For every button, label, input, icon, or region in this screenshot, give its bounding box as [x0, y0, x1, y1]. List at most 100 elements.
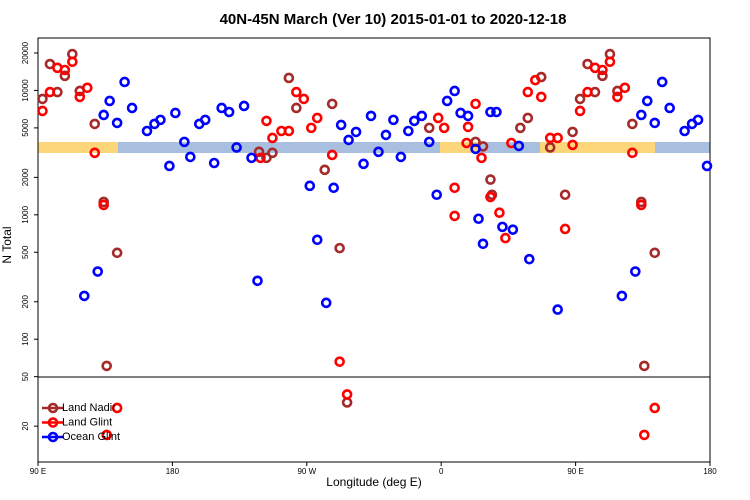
- point: [494, 207, 505, 219]
- point: [238, 100, 250, 112]
- point: [380, 129, 392, 141]
- point: [559, 189, 571, 201]
- point: [567, 126, 578, 138]
- point: [37, 105, 48, 117]
- point: [92, 266, 104, 277]
- y-tick-label: 10000: [21, 79, 30, 102]
- point: [636, 109, 647, 121]
- legend-marker: [47, 402, 59, 414]
- point: [305, 122, 317, 134]
- x-tick-label: 180: [703, 467, 717, 476]
- point: [656, 76, 668, 88]
- point: [78, 290, 90, 302]
- point: [491, 106, 502, 118]
- x-tick-label: 90 W: [297, 467, 316, 476]
- point: [283, 125, 295, 137]
- point: [119, 76, 130, 88]
- point: [574, 93, 586, 105]
- band-part: [540, 142, 655, 153]
- point: [449, 182, 460, 194]
- point: [416, 110, 428, 122]
- point: [298, 93, 310, 105]
- point: [267, 132, 278, 144]
- point: [59, 64, 71, 76]
- point: [423, 136, 435, 148]
- point: [664, 102, 675, 114]
- point: [44, 86, 56, 98]
- y-tick-label: 5000: [21, 118, 30, 136]
- y-tick-label: 2000: [21, 168, 30, 186]
- chart-title: 40N-45N March (Ver 10) 2015-01-01 to 202…: [220, 11, 567, 28]
- point: [343, 134, 354, 146]
- point: [334, 242, 345, 254]
- point: [170, 107, 181, 119]
- x-tick-label: 180: [166, 467, 180, 476]
- point: [326, 149, 338, 161]
- point: [155, 114, 166, 126]
- point: [81, 82, 93, 94]
- band-part: [38, 142, 118, 153]
- point: [627, 147, 638, 159]
- legend-marker: [47, 417, 59, 428]
- point: [438, 122, 450, 134]
- point: [261, 115, 272, 127]
- point: [365, 110, 377, 122]
- point: [246, 152, 257, 164]
- point: [409, 115, 420, 127]
- point: [522, 112, 534, 124]
- point: [649, 402, 661, 414]
- point: [223, 106, 235, 118]
- point: [485, 106, 496, 118]
- point: [461, 137, 472, 149]
- point: [208, 157, 220, 169]
- point: [616, 290, 628, 302]
- point: [638, 429, 650, 441]
- point: [470, 98, 481, 110]
- point: [98, 109, 110, 121]
- point: [111, 247, 123, 259]
- x-tick-label: 90 E: [567, 467, 583, 476]
- point: [529, 74, 541, 86]
- point: [304, 180, 316, 192]
- point: [431, 189, 443, 201]
- point: [441, 95, 453, 107]
- x-tick-label: 0: [439, 467, 444, 476]
- point: [462, 110, 474, 122]
- point: [252, 275, 263, 287]
- legend-label: Land Glint: [62, 416, 112, 428]
- point: [341, 389, 353, 400]
- point: [126, 102, 138, 114]
- x-axis-label: Longitude (deg E): [326, 475, 421, 489]
- y-tick-label: 500: [21, 245, 30, 259]
- point: [164, 160, 175, 172]
- point: [101, 429, 112, 441]
- point: [59, 70, 71, 82]
- point: [334, 356, 345, 367]
- point: [500, 232, 511, 244]
- point: [141, 125, 153, 137]
- point: [701, 160, 713, 172]
- point: [567, 139, 578, 151]
- band-part: [440, 142, 480, 153]
- point: [477, 238, 489, 250]
- point: [462, 121, 474, 133]
- point: [627, 118, 638, 130]
- point: [199, 114, 211, 126]
- point: [535, 91, 547, 103]
- point: [679, 125, 690, 137]
- point: [291, 86, 302, 98]
- point: [111, 402, 123, 414]
- point: [291, 102, 302, 114]
- point: [432, 112, 444, 124]
- point: [582, 86, 593, 98]
- point: [574, 105, 586, 117]
- legend-label: Land Nadir: [62, 402, 116, 414]
- point: [544, 142, 556, 153]
- legend-marker: [47, 431, 59, 443]
- point: [559, 223, 571, 235]
- point: [515, 122, 526, 134]
- point: [358, 158, 369, 170]
- plot-frame: [37, 37, 711, 463]
